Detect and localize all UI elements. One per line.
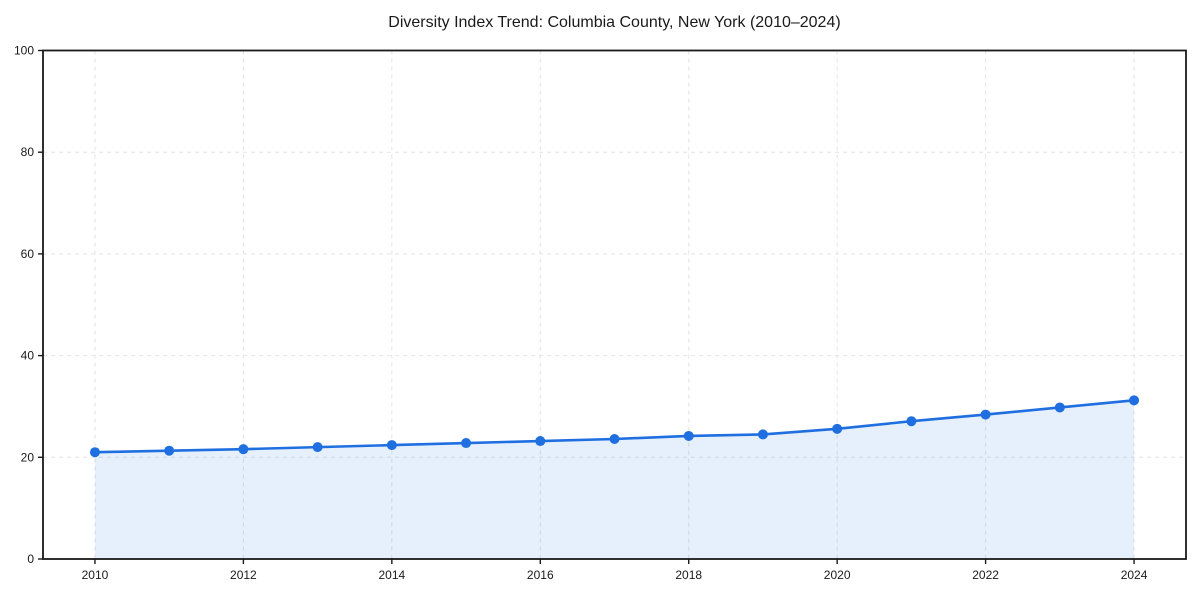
x-tick-label: 2016 — [527, 568, 554, 582]
x-tick-label: 2014 — [378, 568, 405, 582]
data-point-2019 — [757, 429, 768, 440]
data-point-2018 — [683, 430, 694, 441]
x-tick-label: 2018 — [675, 568, 702, 582]
data-point-2013 — [312, 442, 323, 453]
x-tick-label: 2022 — [972, 568, 999, 582]
data-point-2014 — [386, 440, 397, 451]
x-tick-label: 2010 — [82, 568, 109, 582]
y-tick-label: 20 — [21, 450, 35, 464]
data-point-2020 — [832, 423, 843, 434]
area-fill — [94, 400, 1135, 559]
plot-border — [42, 49, 1187, 560]
data-point-2015 — [461, 438, 472, 449]
data-point-2010 — [89, 447, 100, 458]
data-point-2017 — [609, 433, 620, 444]
data-point-2012 — [238, 444, 249, 455]
y-tick-label: 100 — [14, 44, 34, 58]
chart-title: Diversity Index Trend: Columbia County, … — [388, 14, 841, 31]
y-tick-label: 0 — [27, 552, 34, 566]
data-point-2024 — [1129, 395, 1140, 406]
y-tick-label: 80 — [21, 145, 35, 159]
data-point-2021 — [906, 416, 917, 427]
data-point-2022 — [980, 409, 991, 420]
data-point-2023 — [1054, 402, 1065, 413]
x-tick-label: 2012 — [230, 568, 257, 582]
y-tick-label: 40 — [21, 349, 35, 363]
data-point-2011 — [164, 445, 175, 456]
y-tick-label: 60 — [21, 247, 35, 261]
x-tick-label: 2024 — [1121, 568, 1148, 582]
x-tick-label: 2020 — [824, 568, 851, 582]
data-point-2016 — [535, 436, 546, 447]
